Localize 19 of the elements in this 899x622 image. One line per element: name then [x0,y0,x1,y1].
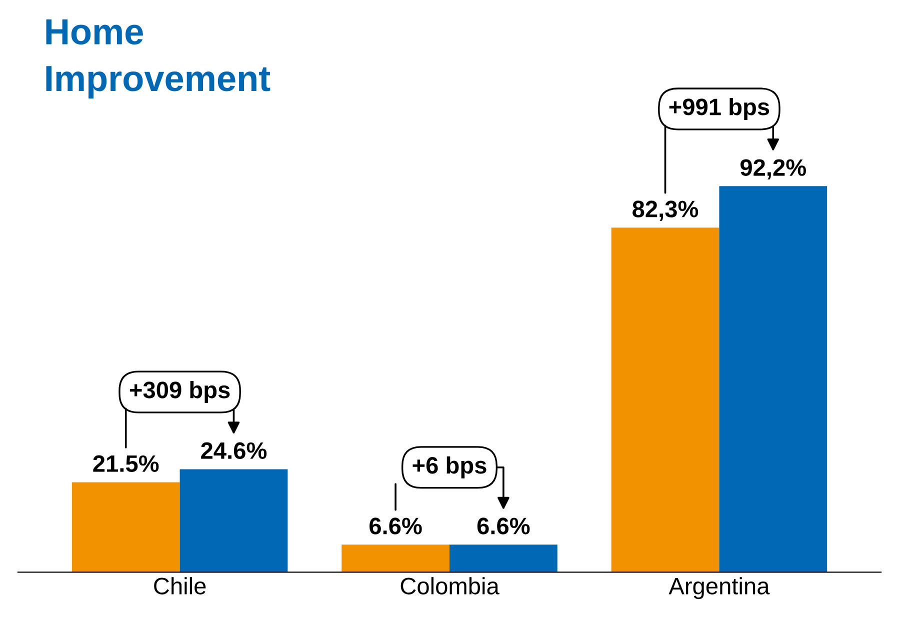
x-tick-label: Colombia [400,577,500,594]
bar [72,482,180,572]
bar [611,228,720,572]
annotation: +6 bps [412,456,486,478]
annotation: +309 bps [130,381,230,404]
chart-title: Home Improvement [46,19,270,98]
data-label: 92,2% [740,159,806,180]
bar [342,544,450,572]
bar [450,544,558,572]
data-label: 24.6% [201,442,267,460]
bar [719,186,828,572]
x-tick-label: Chile [154,577,206,594]
annotation: +991 bps [669,98,770,120]
data-label: 6.6% [477,518,530,534]
data-label: 6.6% [370,518,422,534]
data-label: 21.5% [93,455,159,472]
x-tick-label: Argentina [668,577,770,600]
bar [180,469,288,572]
data-label: 82,3% [632,200,698,221]
